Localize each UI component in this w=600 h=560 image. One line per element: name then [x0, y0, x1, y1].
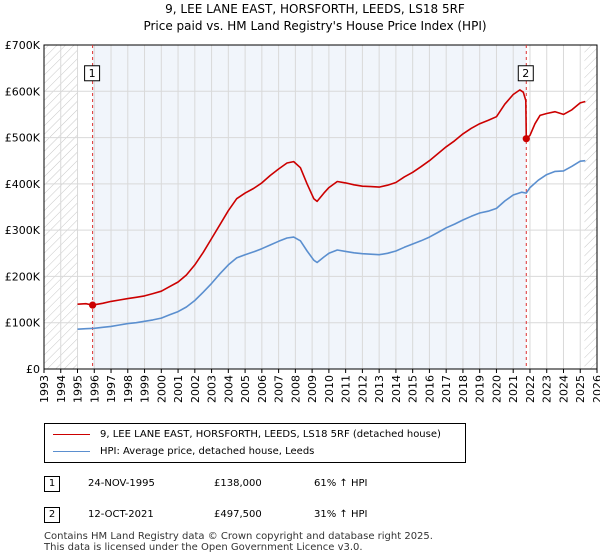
- no-data-hatch: [584, 45, 597, 369]
- x-tick-label: 1993: [38, 375, 51, 403]
- sale-point: [522, 135, 530, 143]
- x-tick-label: 2004: [222, 375, 235, 403]
- chart-title: 9, LEE LANE EAST, HORSFORTH, LEEDS, LS18…: [165, 2, 465, 16]
- x-tick-label: 2021: [507, 375, 520, 403]
- y-tick-label: £500K: [5, 132, 41, 145]
- x-tick-label: 2002: [189, 375, 202, 403]
- y-tick-label: £600K: [5, 85, 41, 98]
- x-tick-label: 2020: [490, 375, 503, 403]
- x-tick-label: 2023: [541, 375, 554, 403]
- transaction-price: £138,000: [214, 478, 262, 489]
- x-tick-label: 2022: [524, 375, 537, 403]
- legend-swatch-hpi: [53, 451, 90, 452]
- y-tick-label: £200K: [5, 270, 41, 283]
- footer-copyright: Contains HM Land Registry data © Crown c…: [44, 531, 433, 542]
- x-tick-label: 2007: [273, 375, 286, 403]
- x-tick-label: 2011: [340, 375, 353, 403]
- y-tick-label: £0: [26, 363, 40, 376]
- legend-item-price-paid: 9, LEE LANE EAST, HORSFORTH, LEEDS, LS18…: [53, 429, 441, 440]
- sale-label-box: [517, 65, 534, 82]
- x-tick-label: 1997: [105, 375, 118, 403]
- legend-item-hpi: HPI: Average price, detached house, Leed…: [53, 446, 314, 457]
- x-tick-label: 2025: [574, 375, 587, 403]
- x-tick-label: 2017: [440, 375, 453, 403]
- transaction-number: 2: [44, 507, 60, 523]
- sale-label-box: [84, 65, 101, 82]
- transaction-hpi-change: 31% ↑ HPI: [314, 509, 368, 520]
- x-tick-label: 2000: [155, 375, 168, 403]
- x-tick-label: 2024: [557, 375, 570, 403]
- x-tick-label: 2018: [457, 375, 470, 403]
- x-tick-label: 1999: [139, 375, 152, 403]
- x-tick-label: 2014: [390, 375, 403, 403]
- sale-point: [88, 301, 97, 309]
- transaction-number: 1: [44, 476, 60, 492]
- transaction-date: 12-OCT-2021: [88, 509, 154, 520]
- x-tick-label: 2015: [407, 375, 420, 403]
- transaction-price: £497,500: [214, 509, 262, 520]
- x-tick-label: 2012: [356, 375, 369, 403]
- sale-label-number: 2: [522, 67, 529, 80]
- x-tick-label: 2006: [256, 375, 269, 403]
- y-tick-label: £100K: [5, 317, 41, 330]
- plot-area: £0 £100K £200K £300K £400K £500K £600K £700K 199…: [5, 39, 600, 403]
- y-tick-label: £700K: [5, 39, 41, 52]
- x-tick-label: 2003: [206, 375, 219, 403]
- ownership-period-shade: [92, 45, 527, 369]
- price-chart: 9, LEE LANE EAST, HORSFORTH, LEEDS, LS18…: [5, 2, 600, 403]
- x-tick-label: 2013: [373, 375, 386, 403]
- footer-licence: This data is licensed under the Open Gov…: [44, 542, 363, 553]
- transaction-row: 2 12-OCT-2021 £497,500 31% ↑ HPI: [44, 507, 464, 525]
- hpi-series-line: [77, 159, 586, 330]
- sale-label-number: 1: [89, 67, 96, 80]
- transaction-date: 24-NOV-1995: [88, 478, 155, 489]
- legend-label-hpi: HPI: Average price, detached house, Leed…: [100, 446, 315, 457]
- x-tick-label: 2005: [239, 375, 252, 403]
- x-tick-label: 2010: [323, 375, 336, 403]
- x-tick-label: 1995: [72, 375, 85, 403]
- x-tick-label: 2008: [289, 375, 302, 403]
- x-tick-label: 2009: [306, 375, 319, 403]
- x-tick-label: 2016: [423, 375, 436, 403]
- x-tick-label: 2026: [591, 375, 600, 403]
- x-tick-label: 1998: [122, 375, 135, 403]
- x-tick-label: 2001: [172, 375, 185, 403]
- transaction-hpi-change: 61% ↑ HPI: [314, 478, 368, 489]
- y-tick-label: £300K: [5, 224, 41, 237]
- y-tick-label: £400K: [5, 178, 41, 191]
- price-paid-series-line: [77, 89, 586, 306]
- x-tick-label: 1994: [55, 375, 68, 403]
- transaction-row: 1 24-NOV-1995 £138,000 61% ↑ HPI: [44, 476, 464, 494]
- legend-swatch-price-paid: [53, 434, 90, 435]
- x-tick-label: 1996: [88, 375, 101, 403]
- chart-subtitle: Price paid vs. HM Land Registry's House …: [143, 19, 486, 33]
- legend-label-price-paid: 9, LEE LANE EAST, HORSFORTH, LEEDS, LS18…: [100, 429, 441, 440]
- legend: 9, LEE LANE EAST, HORSFORTH, LEEDS, LS18…: [44, 423, 466, 463]
- plot-frame: [43, 44, 598, 370]
- footer: Contains HM Land Registry data © Crown c…: [44, 531, 433, 553]
- x-tick-label: 2019: [474, 375, 487, 403]
